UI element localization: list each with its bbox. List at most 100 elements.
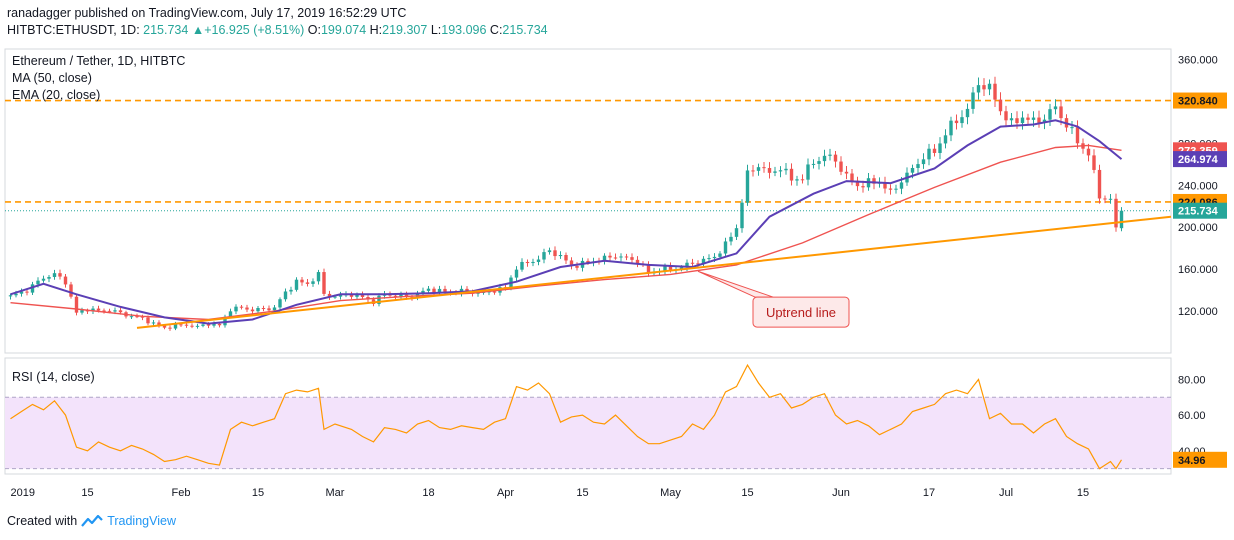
rsi-tick-label: 80.00 [1178, 374, 1206, 386]
close-label: C: [489, 23, 503, 37]
candle-body [311, 281, 315, 284]
candle-body [954, 120, 959, 124]
rsi-tick-label: 60.00 [1178, 410, 1206, 422]
candle-body [234, 306, 238, 312]
x-tick-label: 15 [741, 487, 753, 499]
candle-body [921, 159, 926, 165]
candle-body [927, 148, 931, 160]
price-pane: Uptrend line [5, 76, 1172, 331]
candle-body [993, 83, 997, 100]
candle-body [630, 257, 634, 260]
ohlc-line: HITBTC:ETHUSDT, 1D: 215.734 ▲+16.925 (+8… [7, 23, 548, 37]
level-tag-label: 320.840 [1178, 96, 1218, 108]
candle-body [558, 254, 563, 257]
x-tick-label: 2019 [11, 487, 35, 499]
candle-body [322, 272, 326, 294]
candle-body [608, 255, 612, 258]
candle-body [575, 265, 579, 268]
price-tag [1173, 151, 1227, 168]
candle-body [547, 250, 552, 253]
candle-body [201, 324, 205, 326]
candle-body [949, 120, 953, 136]
rsi-last-tag [1173, 451, 1227, 468]
candle-body [58, 273, 62, 277]
price-tick-label: 120.000 [1178, 306, 1218, 318]
high-label: H: [369, 23, 383, 37]
candle-body [36, 280, 40, 285]
candle-body [756, 167, 761, 171]
candle-body [624, 256, 629, 258]
candle-body [1103, 198, 1107, 200]
rsi-legend: RSI (14, close) [12, 370, 95, 384]
candle-body [8, 295, 13, 297]
candle-body [514, 269, 519, 278]
candle-body [828, 154, 832, 156]
candle-body [426, 288, 431, 291]
candle-body [256, 308, 260, 312]
candle-body [245, 307, 249, 310]
candle-body [723, 241, 728, 254]
candle-body [690, 262, 695, 264]
uptrend-line [136, 215, 1172, 329]
candle-body [41, 278, 46, 281]
candle-body [1042, 119, 1047, 123]
x-tick-label: 15 [81, 487, 93, 499]
price-tick-label: 160.000 [1178, 264, 1218, 276]
candle-body [113, 310, 117, 312]
candle-body [360, 294, 365, 297]
candle-body [932, 148, 937, 153]
candle-body [217, 323, 222, 326]
candle-body [492, 291, 497, 293]
candle-body [1015, 118, 1019, 124]
symbol: HITBTC:ETHUSDT, 1D [7, 23, 137, 37]
candle-body [811, 163, 816, 165]
tradingview-brand[interactable]: TradingView [107, 514, 176, 528]
candle-body [751, 170, 755, 172]
candle-body [47, 276, 51, 279]
candle-body [168, 327, 172, 329]
candle-body [894, 188, 898, 190]
publish-line: ranadagger published on TradingView.com,… [7, 6, 406, 20]
price-tag [1173, 202, 1227, 219]
high-value: 219.307 [382, 23, 428, 37]
candle-body [316, 272, 321, 282]
candle-body [184, 324, 189, 326]
annotation-text: Uptrend line [766, 305, 836, 320]
candle-body [938, 143, 942, 153]
candle-body [399, 294, 403, 297]
candle-body [1108, 198, 1113, 200]
candle-body [762, 167, 766, 169]
candle-body [1114, 198, 1118, 228]
candle-body [437, 288, 442, 293]
candle-body [663, 266, 667, 272]
candle-body [773, 171, 777, 173]
candle-body [943, 135, 948, 144]
candle-body [536, 259, 541, 262]
chart-area[interactable]: Uptrend line 120.000 160.000 200.000 240.00… [0, 40, 1234, 505]
x-tick-label: 15 [576, 487, 588, 499]
candle-body [300, 279, 304, 283]
change-up-arrow-icon: ▲ [191, 23, 205, 37]
candle-body [69, 284, 73, 297]
candle-body [162, 325, 167, 328]
x-tick-label: Jul [999, 487, 1013, 499]
x-tick-label: Jun [832, 487, 850, 499]
candle-body [586, 260, 590, 263]
candle-body [1020, 117, 1025, 124]
x-tick-label: Feb [172, 487, 191, 499]
low-value: 193.096 [441, 23, 487, 37]
candle-body [278, 299, 282, 308]
price-tick-label: 200.000 [1178, 222, 1218, 234]
candle-body [910, 167, 915, 173]
candle-body [883, 182, 887, 189]
price-tick-label: 240.000 [1178, 180, 1218, 192]
candle-body [1059, 106, 1063, 119]
candle-body [740, 202, 744, 229]
candle-body [80, 310, 84, 313]
candle-body [833, 154, 838, 162]
footer: Created with TradingView [7, 514, 176, 528]
candle-body [789, 168, 794, 181]
publisher-name[interactable]: ranadagger [7, 6, 71, 20]
candle-body [272, 307, 277, 311]
level-tag [1173, 92, 1227, 109]
